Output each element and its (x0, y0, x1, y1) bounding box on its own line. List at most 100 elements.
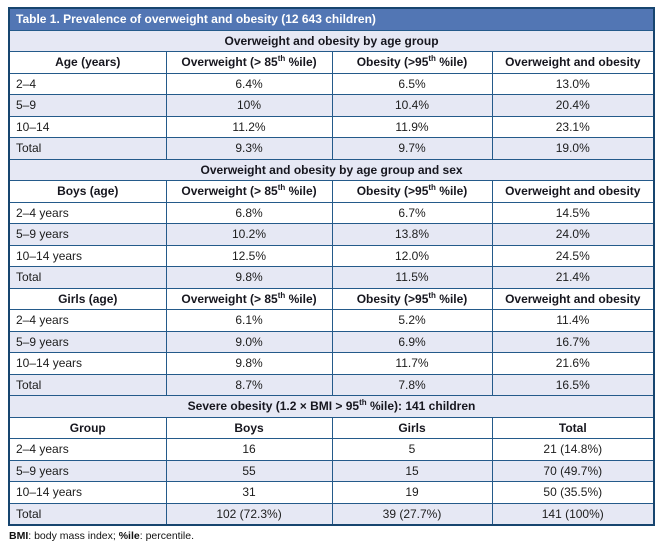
data-cell: 11.7% (331, 352, 493, 375)
row-label: Total (8, 266, 167, 289)
data-cell: 5 (331, 438, 493, 461)
row-label: 2–4 years (8, 309, 167, 332)
data-cell: 9.3% (165, 137, 333, 160)
data-cell: 5.2% (331, 309, 493, 332)
column-header: Obesity (>95th %ile) (331, 287, 493, 310)
data-cell: 7.8% (331, 373, 493, 396)
row-label: 2–4 (8, 72, 167, 95)
footnote-text: : percentile. (139, 530, 195, 542)
data-cell: 20.4% (491, 94, 655, 117)
column-header: Overweight (> 85th %ile) (165, 51, 333, 74)
data-cell: 16.7% (491, 330, 655, 353)
footnote-text: %ile (118, 530, 140, 542)
data-cell: 11.2% (165, 115, 333, 138)
column-header-row: Group Boys Girls Total (8, 416, 655, 439)
footnote: BMI: body mass index; %ile: percentile. (8, 526, 653, 542)
data-cell: 11.9% (331, 115, 493, 138)
table-row: 10–14 years 31 19 50 (35.5%) (8, 481, 655, 504)
footnote-text: : body mass index; (28, 530, 119, 542)
data-cell: 9.0% (165, 330, 333, 353)
data-cell: 11.4% (491, 309, 655, 332)
data-cell: 11.5% (331, 266, 493, 289)
data-cell: 6.8% (165, 201, 333, 224)
section-title: Severe obesity (1.2 × BMI > 95th %ile): … (8, 395, 655, 418)
data-cell: 55 (165, 459, 333, 482)
data-cell: 21.4% (491, 266, 655, 289)
column-header: Group (8, 416, 167, 439)
data-cell: 16 (165, 438, 333, 461)
table-row: 5–9 years 55 15 70 (49.7%) (8, 459, 655, 482)
data-cell: 31 (165, 481, 333, 504)
data-cell: 19.0% (491, 137, 655, 160)
data-cell: 70 (49.7%) (491, 459, 655, 482)
data-cell: 10.4% (331, 94, 493, 117)
section-header-row: Overweight and obesity by age group (8, 29, 655, 52)
data-cell: 15 (331, 459, 493, 482)
table-row: 2–4 years 6.8% 6.7% 14.5% (8, 201, 655, 224)
row-label: Total (8, 137, 167, 160)
data-cell: 10.2% (165, 223, 333, 246)
data-cell: 24.5% (491, 244, 655, 267)
data-cell: 6.4% (165, 72, 333, 95)
table-row: 10–14 years 9.8% 11.7% 21.6% (8, 352, 655, 375)
data-cell: 14.5% (491, 201, 655, 224)
column-header-row: Boys (age) Overweight (> 85th %ile) Obesit… (8, 180, 655, 203)
column-header-row: Age (years) Overweight (> 85th %ile) Obesi… (8, 51, 655, 74)
table-row: 2–4 years 16 5 21 (14.8%) (8, 438, 655, 461)
row-label: 5–9 years (8, 223, 167, 246)
section-header-row: Overweight and obesity by age group and … (8, 158, 655, 181)
data-cell: 6.5% (331, 72, 493, 95)
column-header: Overweight and obesity (491, 287, 655, 310)
data-cell: 9.8% (165, 266, 333, 289)
data-cell: 12.5% (165, 244, 333, 267)
data-cell: 24.0% (491, 223, 655, 246)
column-header: Overweight and obesity (491, 180, 655, 203)
data-cell: 16.5% (491, 373, 655, 396)
column-header-row: Girls (age) Overweight (> 85th %ile) Obesi… (8, 287, 655, 310)
data-cell: 39 (27.7%) (331, 502, 493, 526)
data-cell: 6.7% (331, 201, 493, 224)
table-row: 2–4 years 6.1% 5.2% 11.4% (8, 309, 655, 332)
data-cell: 19 (331, 481, 493, 504)
table-row: 5–9 years 10.2% 13.8% 24.0% (8, 223, 655, 246)
data-cell: 8.7% (165, 373, 333, 396)
row-label: 10–14 years (8, 481, 167, 504)
table-row: Total 9.3% 9.7% 19.0% (8, 137, 655, 160)
column-header: Total (491, 416, 655, 439)
data-cell: 102 (72.3%) (165, 502, 333, 526)
data-cell: 6.1% (165, 309, 333, 332)
column-header: Overweight (> 85th %ile) (165, 287, 333, 310)
data-cell: 6.9% (331, 330, 493, 353)
table-row: Total 102 (72.3%) 39 (27.7%) 141 (100%) (8, 502, 655, 526)
column-header: Obesity (>95th %ile) (331, 51, 493, 74)
column-header: Obesity (>95th %ile) (331, 180, 493, 203)
row-label: 5–9 years (8, 459, 167, 482)
table-title: Table 1. Prevalence of overweight and ob… (8, 7, 655, 31)
data-cell: 10% (165, 94, 333, 117)
table-body: Table 1. Prevalence of overweight and ob… (8, 7, 655, 526)
data-cell: 50 (35.5%) (491, 481, 655, 504)
column-header: Boys (age) (8, 180, 167, 203)
table-row: Total 9.8% 11.5% 21.4% (8, 266, 655, 289)
data-cell: 9.7% (331, 137, 493, 160)
row-label: 10–14 years (8, 244, 167, 267)
section-title: Overweight and obesity by age group (8, 29, 655, 52)
section-header-row: Severe obesity (1.2 × BMI > 95th %ile): … (8, 395, 655, 418)
row-label: 5–9 years (8, 330, 167, 353)
table-row: Total 8.7% 7.8% 16.5% (8, 373, 655, 396)
column-header: Girls (331, 416, 493, 439)
data-cell: 13.0% (491, 72, 655, 95)
row-label: 2–4 years (8, 438, 167, 461)
row-label: 5–9 (8, 94, 167, 117)
column-header: Age (years) (8, 51, 167, 74)
footnote-text: BMI (9, 530, 29, 542)
column-header: Overweight and obesity (491, 51, 655, 74)
table-title-row: Table 1. Prevalence of overweight and ob… (8, 7, 655, 31)
data-cell: 21.6% (491, 352, 655, 375)
section-title: Overweight and obesity by age group and … (8, 158, 655, 181)
row-label: 10–14 (8, 115, 167, 138)
table-row: 5–9 years 9.0% 6.9% 16.7% (8, 330, 655, 353)
prevalence-table: Table 1. Prevalence of overweight and ob… (8, 7, 656, 526)
column-header: Boys (165, 416, 333, 439)
table-row: 5–9 10% 10.4% 20.4% (8, 94, 655, 117)
